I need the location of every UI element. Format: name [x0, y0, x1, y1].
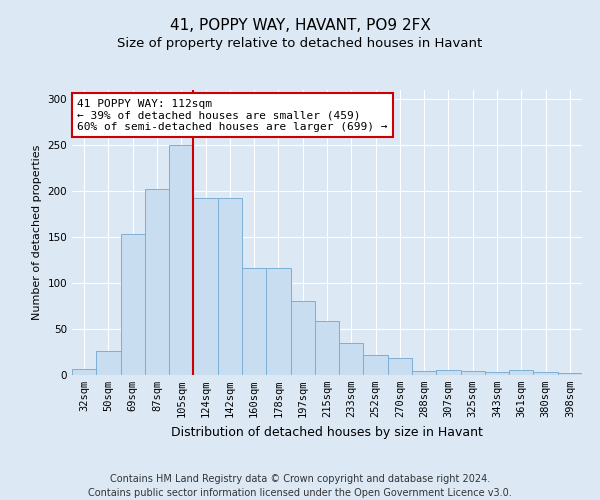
Bar [388, 358, 412, 375]
Bar [242, 268, 266, 375]
Bar [218, 198, 242, 375]
Bar [461, 372, 485, 375]
X-axis label: Distribution of detached houses by size in Havant: Distribution of detached houses by size … [171, 426, 483, 438]
Bar [145, 190, 169, 375]
Text: 41, POPPY WAY, HAVANT, PO9 2FX: 41, POPPY WAY, HAVANT, PO9 2FX [170, 18, 430, 32]
Bar [266, 268, 290, 375]
Bar [96, 351, 121, 375]
Bar [315, 321, 339, 375]
Text: Size of property relative to detached houses in Havant: Size of property relative to detached ho… [118, 38, 482, 51]
Bar [436, 370, 461, 375]
Bar [339, 343, 364, 375]
Y-axis label: Number of detached properties: Number of detached properties [32, 145, 42, 320]
Bar [485, 372, 509, 375]
Text: 41 POPPY WAY: 112sqm
← 39% of detached houses are smaller (459)
60% of semi-deta: 41 POPPY WAY: 112sqm ← 39% of detached h… [77, 98, 388, 132]
Text: Contains HM Land Registry data © Crown copyright and database right 2024.
Contai: Contains HM Land Registry data © Crown c… [88, 474, 512, 498]
Bar [193, 198, 218, 375]
Bar [509, 370, 533, 375]
Bar [72, 368, 96, 375]
Bar [558, 373, 582, 375]
Bar [121, 234, 145, 375]
Bar [169, 145, 193, 375]
Bar [364, 355, 388, 375]
Bar [412, 372, 436, 375]
Bar [290, 302, 315, 375]
Bar [533, 372, 558, 375]
